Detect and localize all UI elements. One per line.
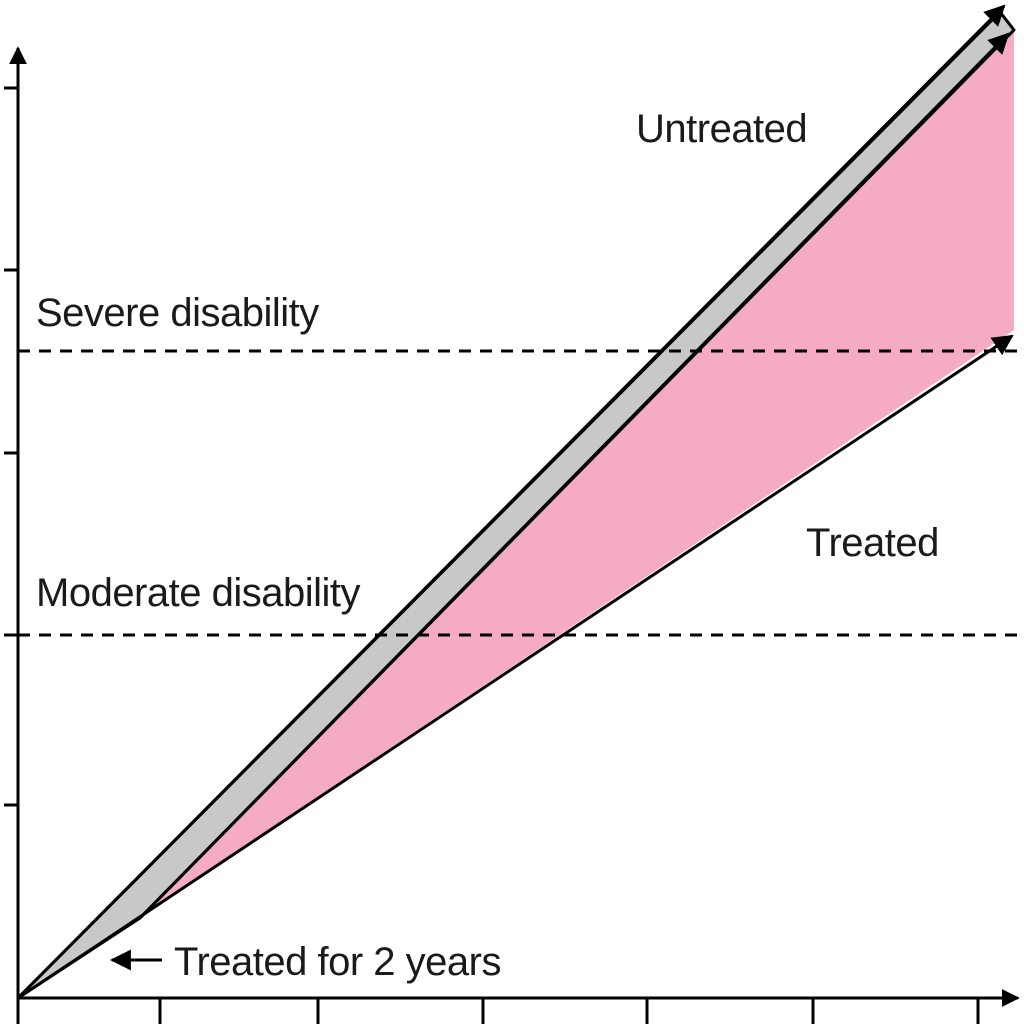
severe-disability-label: Severe disability (36, 291, 319, 335)
treated-label: Treated (806, 521, 939, 565)
treated-trajectory (17, 334, 1014, 1000)
untreated-label: Untreated (636, 107, 807, 151)
treated-2-years-label: Treated for 2 years (174, 940, 501, 984)
treated-2-years-band (16, 10, 1016, 1000)
moderate-disability-label: Moderate disability (36, 571, 360, 615)
treated-2-years-trajectory (138, 32, 1010, 920)
x-axis-ticks (16, 998, 980, 1024)
untreated-trajectory (16, 4, 1006, 1000)
y-axis-ticks (4, 86, 18, 807)
